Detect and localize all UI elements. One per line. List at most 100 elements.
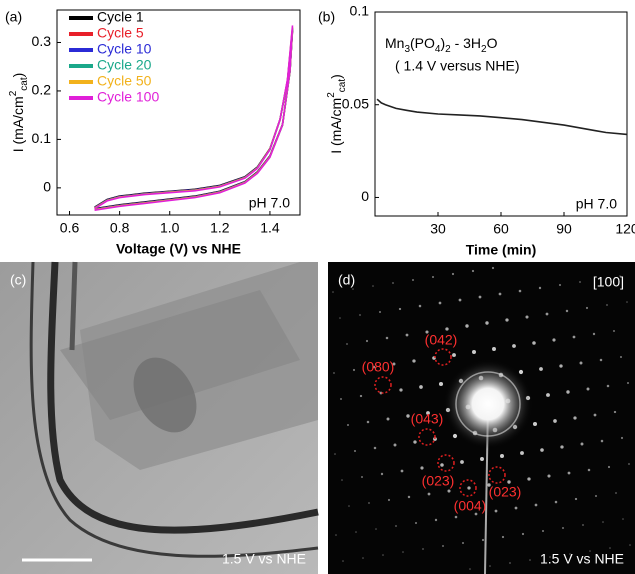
diffraction-spot	[579, 281, 581, 283]
diffraction-spot	[512, 344, 516, 348]
diffraction-spot	[367, 421, 370, 424]
diffraction-spot	[515, 507, 518, 510]
diffraction-spot	[615, 492, 617, 494]
diffraction-spot	[361, 476, 363, 478]
diffraction-spot	[399, 388, 402, 391]
diffraction-spot	[465, 324, 468, 327]
diffraction-spot	[341, 479, 343, 481]
diffraction-spot	[606, 304, 608, 306]
diffraction-spot	[620, 356, 622, 358]
text-part: 2	[8, 90, 19, 96]
diffraction-spot	[499, 293, 502, 296]
diffraction-spot	[375, 528, 377, 530]
x-tick-label: 0.8	[110, 220, 130, 236]
diffraction-spot	[440, 463, 444, 467]
diffraction-spot	[348, 505, 350, 507]
diffraction-spot	[387, 418, 390, 421]
diffraction-spot	[540, 448, 544, 452]
spot-label: (043)	[411, 411, 444, 427]
diffraction-spot	[533, 422, 537, 426]
diffraction-spot	[588, 469, 591, 472]
x-axis-title: Time (min)	[466, 242, 537, 258]
diffraction-spot	[535, 504, 538, 507]
diffraction-spot	[573, 416, 576, 419]
diffraction-spot	[455, 516, 458, 519]
diffraction-spot	[500, 454, 504, 458]
image-caption: 1.5 V vs NHE	[540, 551, 624, 567]
diffraction-spot	[485, 321, 488, 324]
diffraction-spot	[586, 307, 588, 309]
diffraction-spot	[600, 359, 603, 362]
diffraction-spot	[432, 276, 434, 278]
diffraction-spot	[366, 340, 368, 342]
diffraction-spot	[492, 267, 494, 269]
spot-label: (023)	[489, 484, 522, 500]
diffraction-spot	[562, 527, 564, 529]
diffraction-spot	[452, 273, 454, 275]
diffraction-spot	[593, 333, 595, 335]
diffraction-spot	[352, 288, 354, 290]
diffraction-spot	[394, 444, 397, 447]
diffraction-spot	[339, 317, 341, 319]
diffraction-spot	[386, 337, 389, 340]
x-tick-label: 120	[615, 221, 635, 237]
spot-label: (023)	[422, 473, 455, 489]
diffraction-spot	[382, 554, 384, 556]
diffraction-spot	[479, 296, 482, 299]
diffraction-spot	[522, 533, 524, 535]
diffraction-spot	[626, 301, 628, 303]
diffraction-spot	[419, 305, 422, 308]
diffraction-spot	[333, 372, 335, 374]
y-tick-label: 0.3	[32, 33, 52, 49]
diffraction-spot	[395, 525, 397, 527]
diffraction-spot	[608, 466, 610, 468]
diffraction-spot	[552, 338, 555, 341]
diffraction-spot	[435, 519, 437, 521]
y-tick-label: 0	[361, 188, 369, 204]
diffraction-spot	[622, 518, 624, 520]
diffraction-spot	[346, 343, 348, 345]
diffraction-spot	[462, 542, 464, 544]
y-tick-label: 0.1	[350, 3, 370, 19]
diffraction-spot	[406, 414, 409, 417]
diffraction-spot	[613, 330, 615, 332]
image-caption: 1.5 V vs NHE	[222, 551, 306, 567]
diffraction-spot	[355, 531, 357, 533]
legend-label: Cycle 5	[97, 25, 144, 41]
diffraction-spot	[581, 443, 584, 446]
diffraction-spot	[402, 551, 404, 553]
diffraction-spot	[573, 336, 576, 339]
diffraction-spot	[559, 364, 562, 367]
diffraction-spot	[359, 314, 361, 316]
diffraction-image	[328, 262, 635, 574]
legend-label: Cycle 10	[97, 41, 152, 57]
panel-label: (c)	[10, 272, 26, 288]
diffraction-spot	[595, 495, 597, 497]
diffraction-spot	[519, 290, 522, 293]
diffraction-spot	[489, 565, 491, 567]
diffraction-spot	[601, 440, 604, 443]
diffraction-spot	[413, 440, 416, 443]
text-part: cat	[19, 77, 30, 91]
diffraction-spot	[381, 473, 383, 475]
legend-label: Cycle 20	[97, 57, 152, 73]
diffraction-spot	[546, 393, 550, 397]
diffraction-spot	[539, 367, 543, 371]
legend-label: Cycle 100	[97, 89, 159, 105]
diffraction-spot	[459, 299, 462, 302]
diffraction-spot	[347, 424, 349, 426]
text-part: Mn	[385, 35, 404, 51]
text-part: I (mA/cm	[328, 98, 344, 154]
legend-label: Cycle 50	[97, 73, 152, 89]
diffraction-spot	[560, 445, 563, 448]
diffraction-spot	[509, 562, 511, 564]
diffraction-spot	[539, 287, 541, 289]
y-tick-label: 0.2	[32, 82, 52, 98]
diffraction-spot	[627, 382, 629, 384]
annotation: pH 7.0	[249, 195, 290, 211]
tem-image	[0, 262, 318, 574]
diffraction-spot	[368, 502, 370, 504]
diffraction-spot	[467, 486, 470, 489]
diffraction-spot	[399, 308, 401, 310]
diffraction-spot	[412, 359, 415, 362]
